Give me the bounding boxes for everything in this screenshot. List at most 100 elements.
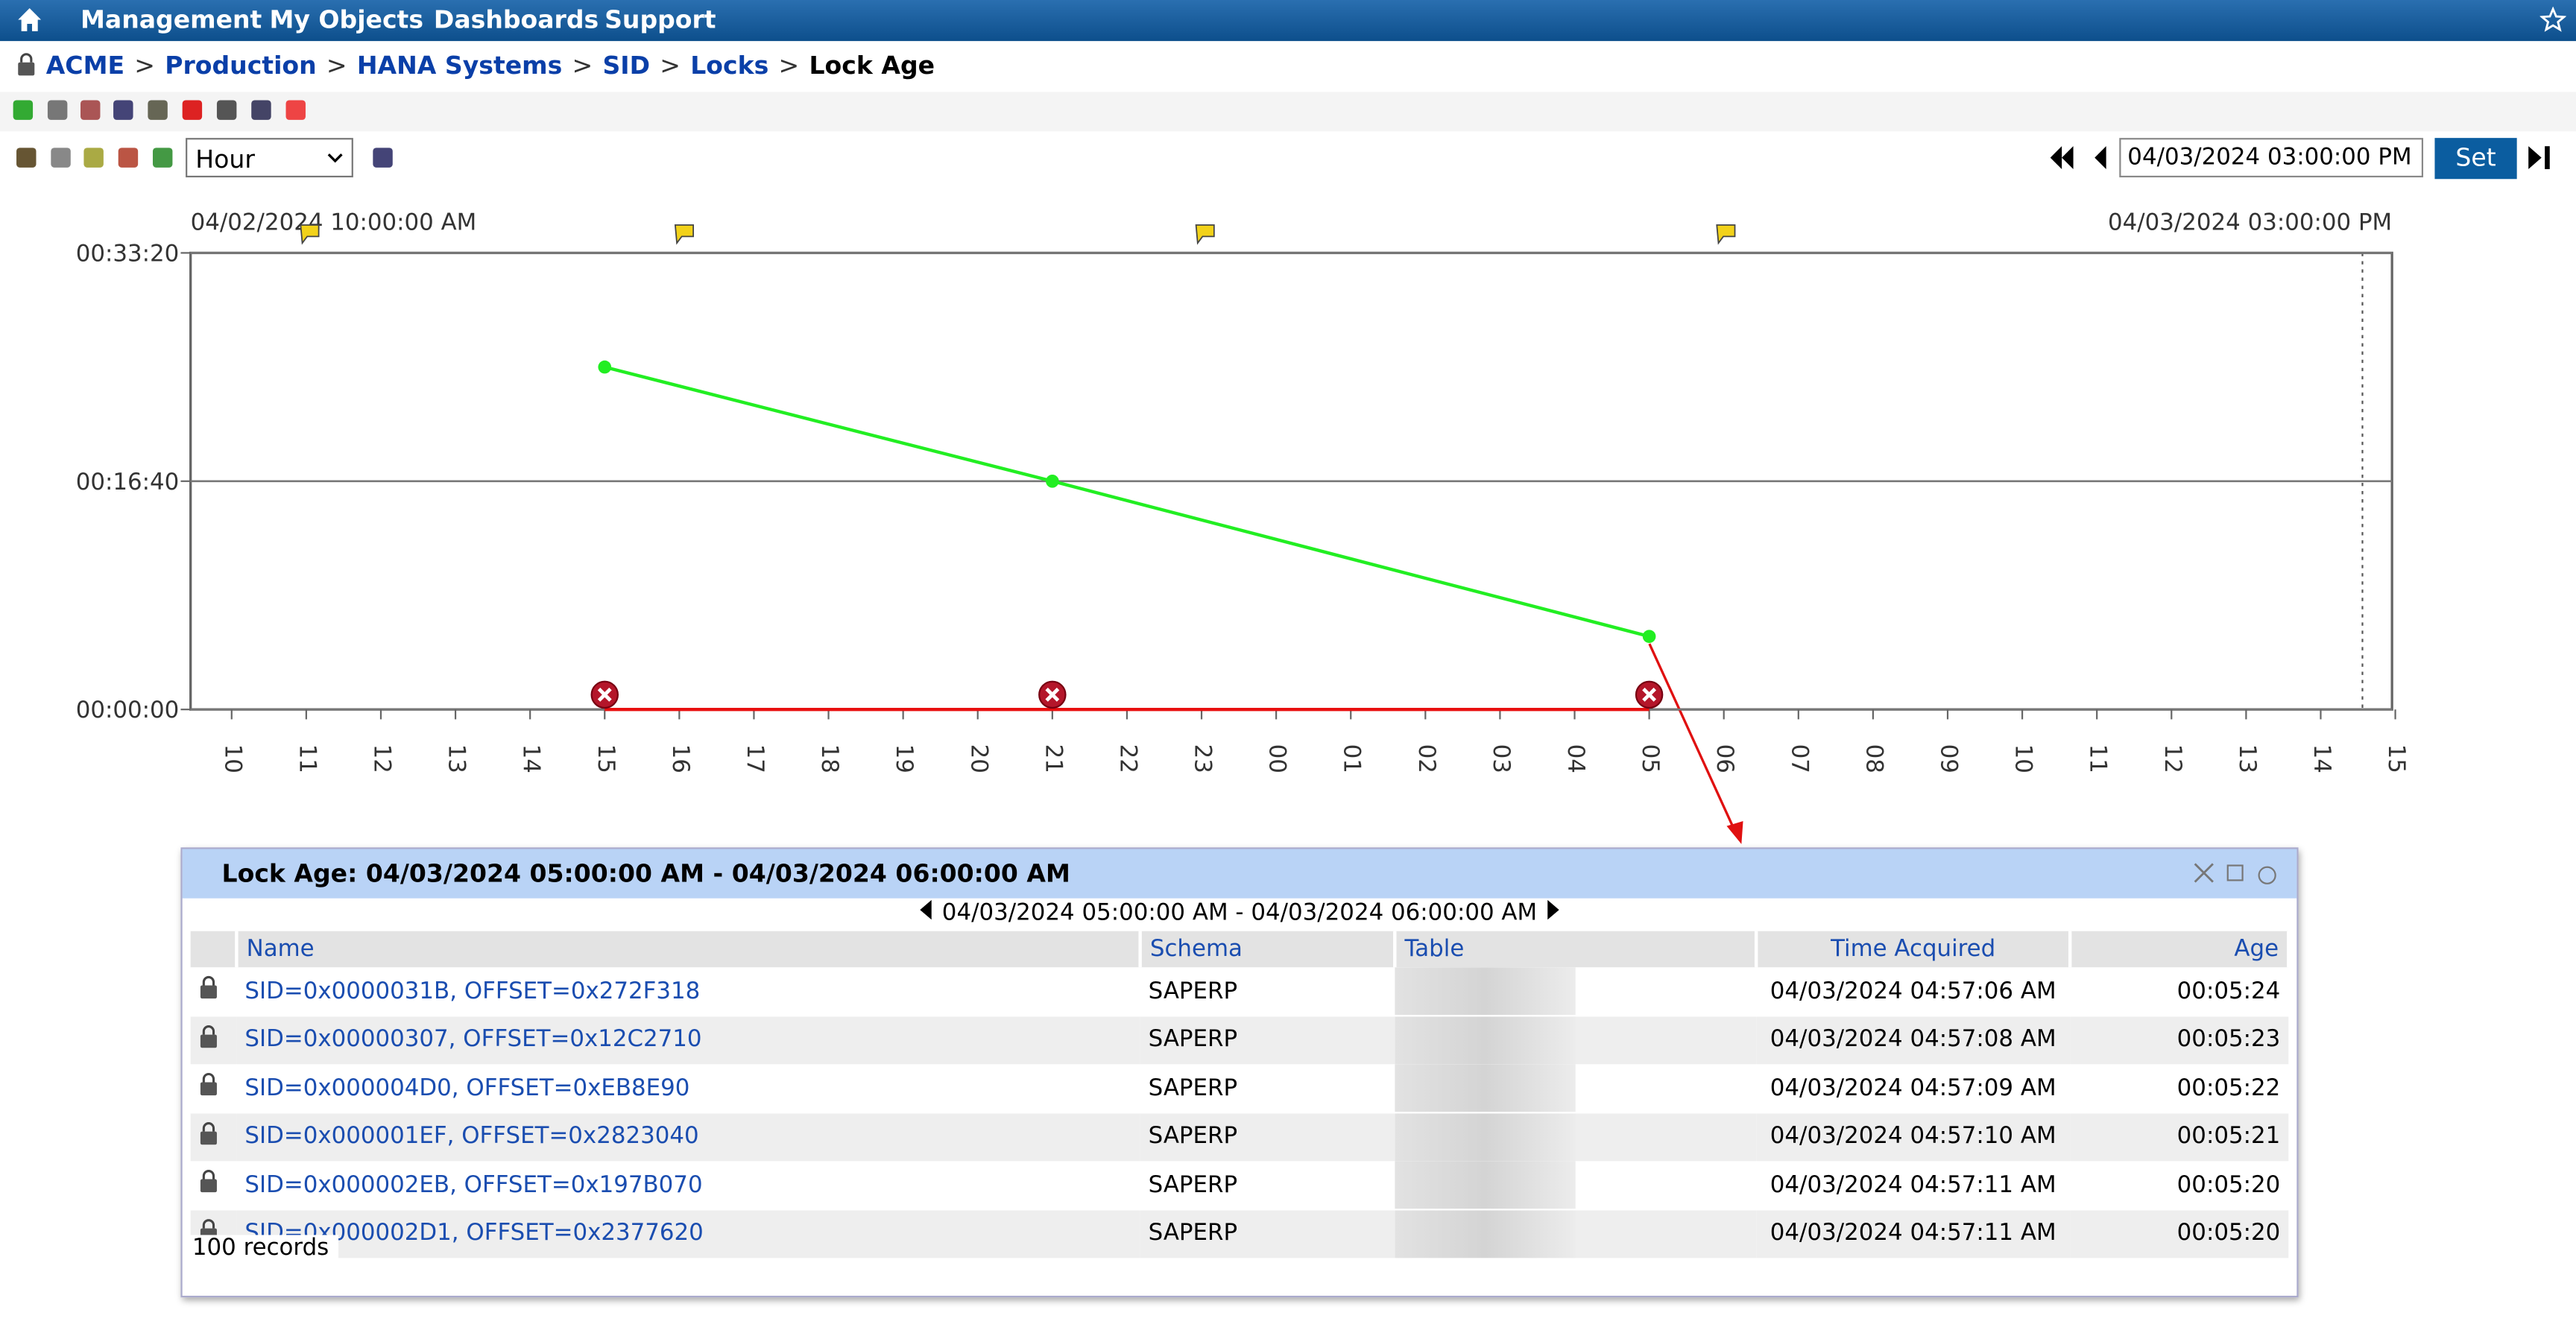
nav-item[interactable]: My Objects <box>269 4 424 35</box>
x-tick-label: 03 <box>1488 744 1515 773</box>
next-range[interactable] <box>1544 899 1561 920</box>
x-tick-label: 18 <box>816 744 843 773</box>
refresh-icon[interactable] <box>13 100 34 120</box>
alert-icon[interactable] <box>80 100 101 120</box>
x-tick-label: 19 <box>891 744 918 773</box>
x-tick-label: 10 <box>2010 744 2037 773</box>
breadcrumb-link[interactable]: HANA Systems <box>356 51 563 81</box>
x-tick-label: 16 <box>667 744 694 773</box>
time-acquired: 04/03/2024 04:57:09 AM <box>1770 1075 2056 1102</box>
nav-item[interactable]: Support <box>604 4 716 35</box>
home-icon[interactable] <box>16 7 42 33</box>
chart-type-icon[interactable] <box>373 148 393 168</box>
detail-popup: Lock Age: 04/03/2024 05:00:00 AM - 04/03… <box>180 847 2299 1298</box>
lock-icon <box>200 1170 217 1193</box>
column-header[interactable]: Age <box>2070 931 2291 968</box>
lock-icon <box>18 53 35 76</box>
signal-icon[interactable] <box>251 100 271 120</box>
lock-name[interactable]: SID=0x000004D0, OFFSET=0xEB8E90 <box>244 1075 690 1102</box>
age: 00:05:24 <box>2176 978 2281 1005</box>
group-icon[interactable] <box>16 148 37 168</box>
lock-icon <box>200 1121 217 1144</box>
schema: SAPERP <box>1148 1172 1238 1199</box>
set-button[interactable]: Set <box>2434 138 2517 180</box>
breadcrumb-link[interactable]: ACME <box>45 51 125 81</box>
edit-icon[interactable] <box>83 148 104 168</box>
schema: SAPERP <box>1140 1209 1395 1258</box>
column-header[interactable]: Time Acquired <box>1756 931 2072 968</box>
event-flags[interactable] <box>300 224 1736 245</box>
column-header[interactable]: Table <box>1395 931 1758 968</box>
error-marker[interactable] <box>1038 680 1067 709</box>
lock-icon <box>200 1025 217 1048</box>
interval-select[interactable]: Hour <box>186 138 353 178</box>
time-acquired: 04/03/2024 04:57:08 AM <box>1756 1016 2071 1065</box>
time-acquired: 04/03/2024 04:57:06 AM <box>1770 978 2056 1005</box>
x-tick-label: 10 <box>219 744 246 773</box>
breadcrumb-separator: > <box>134 51 156 81</box>
lock-name[interactable]: SID=0x000002EB, OFFSET=0x197B070 <box>244 1172 703 1199</box>
x-tick-label: 20 <box>965 744 992 773</box>
datetime-input[interactable]: 04/03/2024 03:00:00 PM <box>2119 138 2424 178</box>
y-tick-label: 00:33:20 <box>76 240 180 267</box>
flash-icon[interactable] <box>182 100 203 120</box>
table-row: SID=0x000002D1, OFFSET=0x2377620 SAPERP 04… <box>190 1209 2289 1258</box>
breadcrumb-link[interactable]: SID <box>602 51 651 81</box>
popup-header: Lock Age: 04/03/2024 05:00:00 AM - 04/03… <box>182 849 2297 899</box>
nav-item[interactable]: Dashboards <box>433 4 599 35</box>
chart-icon[interactable] <box>113 100 133 120</box>
delete-icon[interactable] <box>47 100 68 120</box>
row-icon <box>190 1112 237 1162</box>
y-tick-label: 00:16:40 <box>76 469 180 495</box>
popup-title: Lock Age: 04/03/2024 05:00:00 AM - 04/03… <box>221 858 1070 889</box>
lock-name[interactable]: SID=0x0000031B, OFFSET=0x272F318 <box>244 978 701 1005</box>
lock-icon <box>200 976 217 999</box>
column-header[interactable]: Name <box>236 931 1142 968</box>
column-header[interactable]: Schema <box>1140 931 1397 968</box>
age: 00:05:20 <box>2070 1209 2289 1258</box>
table-name-redacted <box>1395 1161 1756 1209</box>
x-tick-label: 00 <box>1264 744 1291 773</box>
breadcrumb-separator: > <box>778 51 800 81</box>
time-acquired: 04/03/2024 04:57:11 AM <box>1756 1209 2071 1258</box>
top-nav: Management My Objects Dashboards Support <box>0 0 2576 42</box>
table-name-redacted <box>1395 967 1756 1016</box>
icon-column <box>190 931 239 968</box>
lock-name[interactable]: SID=0x000001EF, OFFSET=0x2823040 <box>236 1112 1140 1162</box>
list-icon[interactable] <box>51 148 71 168</box>
breadcrumb-link[interactable]: Production <box>165 51 317 81</box>
point <box>1046 474 1059 488</box>
table-name-redacted <box>1395 1112 1757 1162</box>
breadcrumb-link[interactable]: Locks <box>690 51 769 81</box>
nav-item[interactable]: Management <box>80 4 262 35</box>
table-row: SID=0x0000031B, OFFSET=0x272F318 SAPERP 04… <box>191 967 2289 1016</box>
schema: SAPERP <box>1140 1016 1395 1065</box>
favorite-icon[interactable] <box>2539 6 2566 33</box>
drilldown-arrow <box>1648 643 1737 832</box>
table-row: SID=0x000001EF, OFFSET=0x2823040 SAPERP 04… <box>190 1112 2289 1162</box>
report-icon[interactable] <box>118 148 139 168</box>
row-icon <box>191 1161 237 1209</box>
lock-name[interactable]: SID=0x000002D1, OFFSET=0x2377620 <box>236 1209 1140 1258</box>
pin-icon[interactable] <box>285 100 306 120</box>
nav-end-button[interactable] <box>2528 146 2551 170</box>
point <box>598 360 612 374</box>
redaction <box>1395 1161 1576 1209</box>
lock-name[interactable]: SID=0x00000307, OFFSET=0x12C2710 <box>236 1016 1140 1065</box>
settings-icon[interactable] <box>216 100 237 120</box>
nav-back-buttons[interactable] <box>2050 146 2109 170</box>
point <box>1642 630 1656 643</box>
record-count: 100 records <box>187 1235 339 1261</box>
range-end-label: 04/03/2024 03:00:00 PM <box>2108 209 2392 236</box>
row-icon <box>190 1016 237 1065</box>
export-icon[interactable] <box>152 148 173 168</box>
tree-icon[interactable] <box>148 100 168 120</box>
popup-controls[interactable] <box>2193 862 2285 885</box>
lock-table: Name Schema Table Time Acquired Age SID=0x00… <box>190 931 2291 1258</box>
schema: SAPERP <box>1148 978 1238 1005</box>
row-icon <box>191 1064 237 1112</box>
redaction <box>1395 1209 1576 1258</box>
error-marker[interactable] <box>1635 680 1664 709</box>
error-marker[interactable] <box>590 680 619 709</box>
prev-range[interactable] <box>918 899 935 920</box>
